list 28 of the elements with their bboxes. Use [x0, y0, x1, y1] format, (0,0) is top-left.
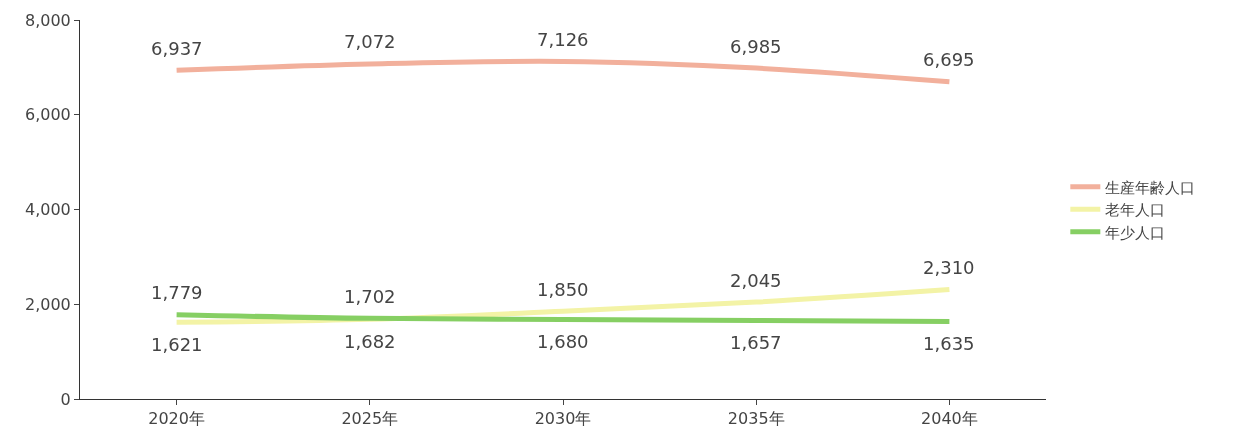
legend-label: 老年人口: [1105, 201, 1166, 220]
data-label: 6,937: [151, 38, 203, 59]
y-tick-label: 2,000: [24, 294, 71, 314]
x-tick-label: 2035年: [727, 409, 785, 429]
x-tick-label: 2040年: [921, 409, 978, 429]
data-label: 6,695: [923, 49, 975, 70]
x-tick-label: 2030年: [534, 409, 592, 429]
data-label: 1,635: [923, 333, 975, 354]
data-label: 1,850: [537, 279, 589, 300]
legend-label: 生産年齢人口: [1105, 178, 1196, 197]
data-label: 1,702: [344, 286, 396, 307]
data-label: 1,657: [730, 332, 782, 353]
y-tick-label: 0: [60, 389, 71, 409]
y-tick-label: 8,000: [24, 10, 71, 30]
y-tick-label: 6,000: [24, 105, 71, 125]
data-label: 6,985: [730, 36, 782, 57]
data-label: 1,621: [151, 334, 203, 355]
data-label: 1,680: [537, 331, 589, 352]
data-label: 2,310: [923, 257, 975, 278]
data-label: 7,126: [537, 29, 589, 50]
data-label: 1,779: [151, 282, 203, 303]
data-label: 1,682: [344, 331, 396, 352]
legend-label: 年少人口: [1105, 223, 1166, 242]
x-tick-label: 2025年: [341, 409, 399, 429]
data-label: 2,045: [730, 270, 782, 291]
y-tick-label: 4,000: [24, 200, 71, 220]
x-tick-label: 2020年: [148, 409, 205, 429]
data-label: 7,072: [344, 31, 396, 52]
